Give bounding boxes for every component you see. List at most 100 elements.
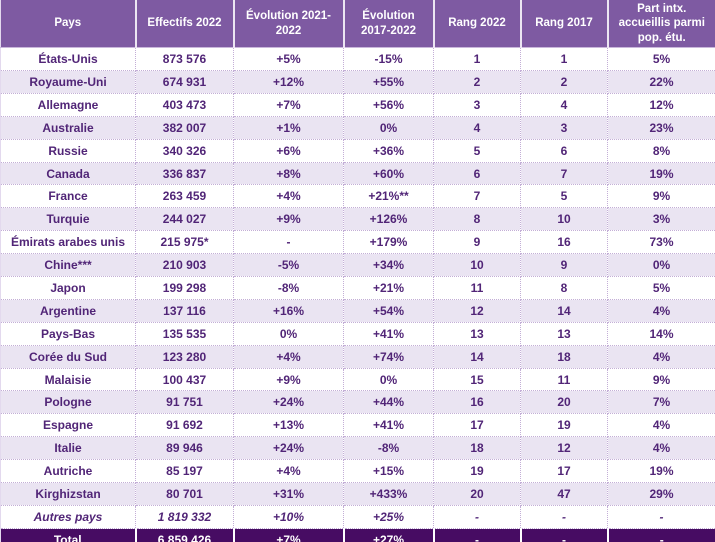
cell-part-intx: 3%	[607, 207, 715, 232]
cell-rang-2022: 10	[433, 253, 521, 278]
cell-effectifs-2022: 674 931	[135, 70, 234, 94]
cell-effectifs-2022: 403 473	[135, 92, 234, 117]
cell-evolution-2017-2022: +36%	[343, 138, 434, 163]
cell-pays: Émirats arabes unis	[0, 230, 136, 255]
cell-effectifs-2022: 80 701	[135, 482, 234, 506]
cell-rang-2017: 12	[520, 436, 608, 461]
table-row: Italie 89 946 +24% -8% 18 12 4%	[0, 436, 715, 461]
cell-evolution-2017-2022: +15%	[343, 459, 434, 484]
cell-evolution-2021-2022: -8%	[233, 276, 344, 300]
cell-effectifs-2022: 91 692	[135, 413, 234, 438]
cell-evolution-2021-2022: +31%	[233, 482, 344, 506]
cell-evolution-2017-2022: 0%	[343, 367, 434, 392]
cell-part-intx: 9%	[607, 184, 715, 209]
cell-effectifs-2022: 873 576	[135, 47, 234, 72]
cell-pays: Total	[0, 528, 137, 542]
cell-effectifs-2022: 215 975*	[135, 230, 234, 255]
column-header-effectifs-2022: Effectifs 2022	[135, 0, 235, 49]
column-header-rang-2017: Rang 2017	[520, 0, 609, 49]
cell-evolution-2021-2022: +13%	[233, 413, 344, 438]
cell-pays: Autriche	[0, 459, 136, 484]
cell-rang-2017: 11	[520, 367, 608, 392]
cell-part-intx: 0%	[607, 253, 715, 278]
cell-evolution-2017-2022: +126%	[343, 207, 434, 232]
cell-rang-2017: 14	[520, 298, 608, 323]
cell-pays: Autres pays	[0, 504, 136, 529]
table-row: Argentine 137 116 +16% +54% 12 14 4%	[0, 298, 715, 323]
cell-effectifs-2022: 89 946	[135, 436, 234, 461]
cell-rang-2017: 5	[520, 184, 608, 209]
table-row: Pays-Bas 135 535 0% +41% 13 13 14%	[0, 321, 715, 346]
cell-rang-2017: 18	[520, 344, 608, 369]
cell-effectifs-2022: 199 298	[135, 276, 234, 300]
table-row: Espagne 91 692 +13% +41% 17 19 4%	[0, 413, 715, 438]
cell-pays: États-Unis	[0, 47, 136, 72]
cell-evolution-2017-2022: +74%	[343, 344, 434, 369]
cell-effectifs-2022: 1 819 332	[135, 504, 234, 529]
cell-rang-2017: 9	[520, 253, 608, 278]
cell-rang-2022: -	[433, 504, 521, 529]
cell-evolution-2017-2022: +433%	[343, 482, 434, 506]
column-header-evolution-2021-2022: Évolution 2021-2022	[233, 0, 345, 49]
cell-rang-2022: 15	[433, 367, 521, 392]
cell-part-intx: 7%	[607, 390, 715, 415]
cell-effectifs-2022: 123 280	[135, 344, 234, 369]
table-row: Royaume-Uni 674 931 +12% +55% 2 2 22%	[0, 70, 715, 94]
cell-evolution-2021-2022: +9%	[233, 367, 344, 392]
table-row: Kirghizstan 80 701 +31% +433% 20 47 29%	[0, 482, 715, 506]
cell-evolution-2021-2022: +7%	[233, 92, 344, 117]
cell-part-intx: -	[607, 504, 715, 529]
cell-pays: Pays-Bas	[0, 321, 136, 346]
cell-part-intx: 5%	[607, 47, 715, 72]
cell-evolution-2017-2022: +44%	[343, 390, 434, 415]
cell-rang-2022: 7	[433, 184, 521, 209]
cell-evolution-2021-2022: +9%	[233, 207, 344, 232]
cell-evolution-2021-2022: +4%	[233, 459, 344, 484]
cell-evolution-2017-2022: 0%	[343, 115, 434, 140]
cell-effectifs-2022: 100 437	[135, 367, 234, 392]
cell-rang-2022: 1	[433, 47, 521, 72]
cell-evolution-2021-2022: -	[233, 230, 344, 255]
cell-rang-2022: 6	[433, 161, 521, 186]
cell-effectifs-2022: 340 326	[135, 138, 234, 163]
cell-effectifs-2022: 6 859 426	[135, 528, 235, 542]
cell-part-intx: 8%	[607, 138, 715, 163]
cell-effectifs-2022: 263 459	[135, 184, 234, 209]
cell-rang-2022: 18	[433, 436, 521, 461]
table-body: États-Unis 873 576 +5% -15% 1 1 5% Royaume-Uni 6…	[0, 47, 715, 542]
column-header-rang-2022: Rang 2022	[433, 0, 522, 49]
cell-pays: Allemagne	[0, 92, 136, 117]
cell-rang-2017: -	[520, 528, 609, 542]
cell-evolution-2017-2022: -8%	[343, 436, 434, 461]
cell-rang-2022: 19	[433, 459, 521, 484]
cell-pays: Italie	[0, 436, 136, 461]
cell-evolution-2021-2022: +24%	[233, 436, 344, 461]
cell-rang-2017: 6	[520, 138, 608, 163]
cell-rang-2022: 12	[433, 298, 521, 323]
column-header-evolution-2017-2022: Évolution 2017-2022	[343, 0, 435, 49]
cell-pays: Canada	[0, 161, 136, 186]
cell-evolution-2017-2022: +54%	[343, 298, 434, 323]
cell-rang-2017: 3	[520, 115, 608, 140]
cell-pays: Russie	[0, 138, 136, 163]
cell-rang-2017: 4	[520, 92, 608, 117]
cell-part-intx: 22%	[607, 70, 715, 94]
cell-pays: France	[0, 184, 136, 209]
cell-rang-2022: 4	[433, 115, 521, 140]
cell-pays: Royaume-Uni	[0, 70, 136, 94]
cell-rang-2022: 5	[433, 138, 521, 163]
cell-evolution-2017-2022: +55%	[343, 70, 434, 94]
cell-rang-2017: 10	[520, 207, 608, 232]
cell-part-intx: 73%	[607, 230, 715, 255]
cell-rang-2017: 1	[520, 47, 608, 72]
cell-rang-2022: -	[433, 528, 522, 542]
cell-part-intx: -	[607, 528, 715, 542]
cell-evolution-2021-2022: +8%	[233, 161, 344, 186]
cell-evolution-2017-2022: +34%	[343, 253, 434, 278]
cell-effectifs-2022: 244 027	[135, 207, 234, 232]
table-row: France 263 459 +4% +21%** 7 5 9%	[0, 184, 715, 209]
cell-effectifs-2022: 382 007	[135, 115, 234, 140]
cell-evolution-2021-2022: +4%	[233, 184, 344, 209]
cell-rang-2017: 16	[520, 230, 608, 255]
